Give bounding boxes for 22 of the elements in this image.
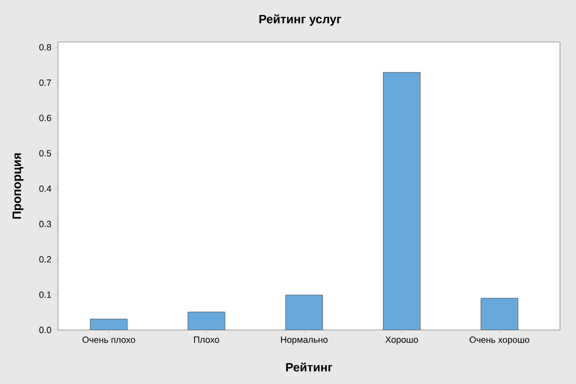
- x-tick-label: Нормально: [281, 336, 328, 345]
- bar: [188, 312, 226, 330]
- chart-title: Рейтинг услуг: [259, 14, 342, 26]
- bar: [480, 298, 518, 330]
- x-tick-label: Хорошо: [385, 336, 418, 345]
- y-tick-label: 0.6: [39, 114, 52, 122]
- bar: [383, 72, 420, 330]
- x-tick-label: Очень плохо: [82, 336, 136, 343]
- y-tick-label: 0.7: [39, 79, 52, 86]
- x-tick-label: Плохо: [194, 336, 220, 343]
- y-tick-label: 0.8: [39, 44, 52, 50]
- x-axis-title: Рейтинг: [286, 362, 332, 372]
- y-tick-label: 0.4: [39, 185, 52, 192]
- bar: [285, 294, 323, 330]
- x-tick-label: Очень хорошо: [470, 336, 530, 345]
- y-tick-label: 0.1: [39, 291, 52, 298]
- y-axis-title: Пропорция: [12, 153, 24, 219]
- y-tick-label: 0.3: [39, 220, 52, 228]
- y-tick-label: 0.0: [39, 326, 52, 334]
- y-tick-label: 0.5: [39, 150, 52, 157]
- bar: [90, 319, 128, 330]
- y-tick-label: 0.2: [39, 256, 52, 263]
